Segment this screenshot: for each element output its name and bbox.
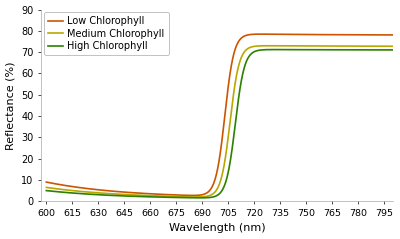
Low Chlorophyll — [190, 194, 195, 197]
High Chlorophyll — [381, 49, 386, 51]
Line: Medium Chlorophyll: Medium Chlorophyll — [46, 46, 393, 197]
Legend: Low Chlorophyll, Medium Chlorophyll, High Chlorophyll: Low Chlorophyll, Medium Chlorophyll, Hig… — [44, 12, 168, 55]
Medium Chlorophyll — [266, 44, 270, 47]
High Chlorophyll — [213, 195, 218, 198]
High Chlorophyll — [391, 49, 396, 51]
Low Chlorophyll — [213, 178, 218, 181]
Low Chlorophyll — [381, 33, 386, 36]
Low Chlorophyll — [391, 33, 396, 36]
Medium Chlorophyll — [381, 45, 386, 48]
High Chlorophyll — [62, 191, 66, 194]
Medium Chlorophyll — [44, 186, 49, 189]
Medium Chlorophyll — [213, 190, 218, 193]
Medium Chlorophyll — [62, 188, 66, 191]
High Chlorophyll — [44, 189, 49, 192]
Medium Chlorophyll — [391, 45, 396, 48]
Low Chlorophyll — [258, 33, 263, 36]
Y-axis label: Reflectance (%): Reflectance (%) — [6, 61, 16, 150]
High Chlorophyll — [204, 196, 208, 199]
Low Chlorophyll — [62, 184, 66, 187]
Medium Chlorophyll — [194, 196, 199, 198]
Low Chlorophyll — [381, 33, 386, 36]
Line: Low Chlorophyll: Low Chlorophyll — [46, 34, 393, 196]
X-axis label: Wavelength (nm): Wavelength (nm) — [169, 223, 266, 234]
Low Chlorophyll — [44, 181, 49, 184]
High Chlorophyll — [381, 49, 386, 51]
Low Chlorophyll — [317, 33, 322, 36]
High Chlorophyll — [317, 48, 322, 51]
Medium Chlorophyll — [317, 45, 322, 48]
Medium Chlorophyll — [381, 45, 386, 48]
High Chlorophyll — [272, 48, 277, 51]
Line: High Chlorophyll: High Chlorophyll — [46, 49, 393, 198]
Low Chlorophyll — [204, 192, 208, 195]
Medium Chlorophyll — [204, 195, 208, 198]
High Chlorophyll — [198, 196, 203, 199]
